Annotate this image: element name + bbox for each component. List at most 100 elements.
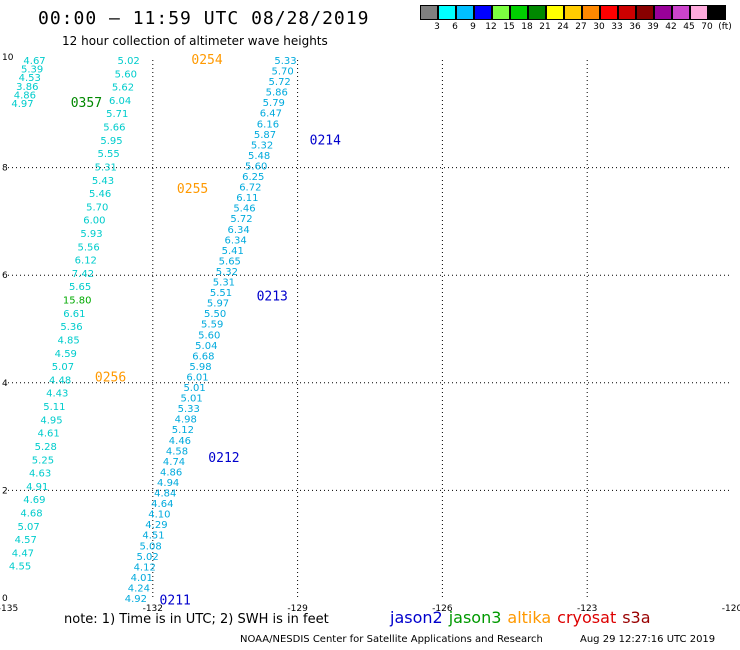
wave-height-value: 4.29 [145, 520, 167, 531]
legend-jason3: jason3 [448, 608, 502, 627]
legend-altika: altika [507, 608, 552, 627]
scale-label: 70 [701, 22, 713, 32]
wave-height-value: 5.93 [80, 229, 102, 240]
scale-swatch [690, 5, 708, 20]
wave-height-value: 4.01 [131, 573, 153, 584]
scale-label: 39 [647, 22, 659, 32]
wave-height-value: 4.64 [151, 499, 173, 510]
scale-label: 9 [470, 22, 476, 32]
scale-swatch [618, 5, 636, 20]
wave-height-value: 4.61 [38, 429, 60, 440]
satellite-legend: jason2 jason3 altika cryosat s3a [390, 608, 657, 627]
scale-label: 36 [629, 22, 641, 32]
scale-swatch [672, 5, 690, 20]
wave-height-value: 6.61 [63, 309, 85, 320]
wave-height-value: 5.97 [207, 299, 229, 310]
wave-height-value: 5.70 [271, 67, 293, 78]
wave-height-value: 4.63 [29, 469, 51, 480]
scale-label: 21 [539, 22, 551, 32]
wave-height-value: 6.12 [75, 256, 97, 267]
wave-height-value: 4.97 [11, 99, 33, 110]
wave-height-value: 5.86 [266, 88, 288, 99]
pass-time-label: 0213 [257, 290, 288, 305]
legend-s3a: s3a [622, 608, 651, 627]
credit-line: NOAA/NESDIS Center for Satellite Applica… [240, 634, 543, 645]
wave-height-value: 5.07 [52, 362, 74, 373]
wave-height-value: 5.02 [137, 552, 159, 563]
scale-label: 24 [557, 22, 569, 32]
lon-tick-label: -135 [0, 604, 18, 614]
wave-height-value: 6.01 [186, 372, 208, 383]
wave-height-value: 5.56 [78, 242, 100, 253]
lat-tick-label: 4 [2, 379, 8, 389]
wave-height-value: 4.47 [12, 548, 34, 559]
lat-tick-label: 2 [2, 486, 8, 496]
wave-height-value: 4.12 [134, 562, 156, 573]
wave-height-value: 4.58 [166, 446, 188, 457]
legend-cryosat: cryosat [557, 608, 617, 627]
scale-label: 33 [611, 22, 623, 32]
wave-height-value: 4.51 [142, 531, 164, 542]
wave-height-value: 5.32 [216, 267, 238, 278]
wave-height-value: 5.28 [35, 442, 57, 453]
wave-height-value: 5.04 [195, 341, 217, 352]
wave-height-value: 4.86 [160, 467, 182, 478]
wave-height-value: 4.91 [26, 482, 48, 493]
generation-timestamp: Aug 29 12:27:16 UTC 2019 [580, 634, 716, 645]
wave-height-value: 5.59 [201, 320, 223, 331]
scale-swatch [474, 5, 492, 20]
chart-title: 00:00 – 11:59 UTC 08/28/2019 [38, 8, 370, 29]
wave-height-value: 5.65 [219, 256, 241, 267]
wave-height-value: 5.95 [100, 136, 122, 147]
wave-height-value: 6.04 [109, 96, 131, 107]
wave-height-value: 5.02 [118, 56, 140, 67]
wave-height-value: 5.11 [43, 402, 65, 413]
wave-height-value: 4.67 [23, 56, 45, 67]
wave-height-value: 6.11 [236, 193, 258, 204]
scale-swatch [438, 5, 456, 20]
wave-height-value: 4.92 [125, 594, 147, 605]
scale-swatch [582, 5, 600, 20]
wave-height-value: 5.33 [178, 404, 200, 415]
wave-height-value: 5.72 [230, 214, 252, 225]
chart-subtitle: 12 hour collection of altimeter wave hei… [62, 34, 328, 48]
scale-label: 12 [485, 22, 497, 32]
wave-height-value: 5.12 [172, 425, 194, 436]
wave-height-value: 5.39 [21, 65, 43, 76]
lon-tick-label: -129 [287, 604, 308, 614]
wave-height-value: 4.94 [157, 478, 179, 489]
wave-height-value: 5.48 [248, 151, 270, 162]
wave-height-value: 5.25 [32, 455, 54, 466]
lon-tick-label: -132 [143, 604, 163, 614]
wave-height-value: 5.46 [233, 204, 255, 215]
wave-height-value: 6.68 [192, 351, 214, 362]
wave-height-value: 5.31 [213, 278, 235, 289]
pass-time-label: 0211 [160, 594, 191, 609]
scale-swatch [708, 5, 726, 20]
wave-height-value: 5.46 [89, 189, 111, 200]
scale-label: 15 [503, 22, 515, 32]
wave-height-value: 5.98 [189, 362, 211, 373]
wave-height-value: 6.00 [83, 216, 105, 227]
scale-label: (ft) [718, 22, 732, 32]
scale-label: 27 [575, 22, 587, 32]
pass-time-label: 0255 [177, 182, 208, 197]
wave-height-value: 4.95 [40, 415, 62, 426]
wave-height-value: 5.87 [254, 130, 276, 141]
wave-height-value: 3.86 [16, 82, 38, 93]
wave-height-value: 6.72 [239, 183, 261, 194]
wave-height-value: 4.98 [175, 415, 197, 426]
wave-height-value: 4.68 [20, 508, 42, 519]
wave-height-value: 5.51 [210, 288, 232, 299]
wave-height-value: 4.69 [23, 495, 45, 506]
wave-height-value: 4.48 [49, 375, 71, 386]
lat-tick-label: 0 [2, 594, 8, 604]
lat-tick-label: 8 [2, 164, 8, 174]
wave-height-value: 7.42 [72, 269, 94, 280]
wave-height-value: 5.32 [251, 140, 273, 151]
wave-height-value: 5.65 [69, 282, 91, 293]
wave-height-value: 4.84 [154, 489, 176, 500]
lon-tick-label: -120 [722, 604, 740, 614]
wave-height-value: 4.10 [148, 510, 170, 521]
